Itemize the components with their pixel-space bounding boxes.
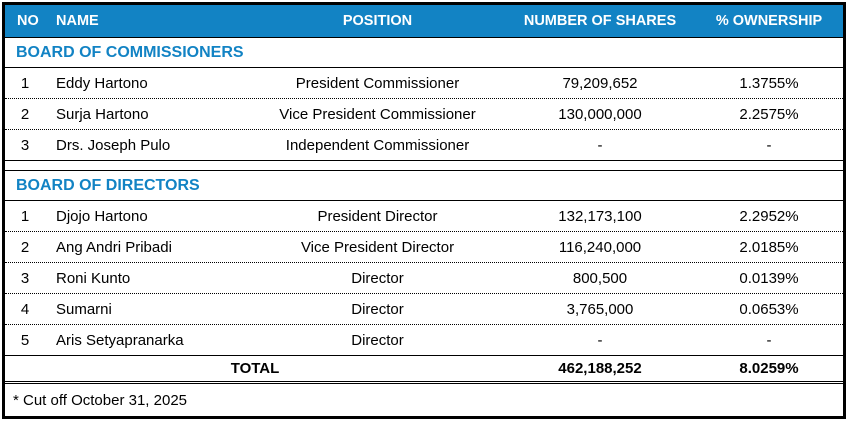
cell-no: 1: [20, 75, 30, 91]
table-header-row: NO NAME POSITION NUMBER OF SHARES % OWNE…: [5, 5, 843, 38]
cell-ownership: 1.3755%: [739, 75, 799, 91]
col-header-name: NAME: [56, 13, 99, 29]
cell-no: 3: [20, 270, 30, 286]
section-title: BOARD OF COMMISSIONERS: [16, 44, 244, 61]
cell-name: Djojo Hartono: [56, 208, 148, 224]
cell-name: Aris Setyapranarka: [56, 332, 184, 348]
total-label: TOTAL: [230, 361, 280, 376]
footnote-row: * Cut off October 31, 2025: [5, 384, 843, 417]
table-row: 2 Surja Hartono Vice President Commissio…: [5, 99, 843, 130]
cell-position: President Commissioner: [295, 75, 460, 91]
cell-name: Ang Andri Pribadi: [56, 239, 172, 255]
cell-shares: 3,765,000: [566, 301, 634, 317]
cell-no: 2: [20, 106, 30, 122]
cell-position: Independent Commissioner: [285, 137, 470, 153]
col-header-position: POSITION: [342, 13, 413, 29]
cell-shares: 130,000,000: [558, 106, 642, 122]
cell-shares: 116,240,000: [558, 239, 642, 255]
cell-ownership: -: [766, 137, 772, 153]
table-row: 3 Drs. Joseph Pulo Independent Commissio…: [5, 130, 843, 161]
table-row: 1 Eddy Hartono President Commissioner 79…: [5, 68, 843, 99]
cell-name: Surja Hartono: [56, 106, 149, 122]
cell-position: Director: [351, 301, 404, 317]
cell-name: Drs. Joseph Pulo: [56, 137, 171, 153]
section-header-commissioners: BOARD OF COMMISSIONERS: [5, 38, 843, 68]
total-row: TOTAL 462,188,252 8.0259%: [5, 356, 843, 384]
total-shares: 462,188,252: [558, 361, 642, 376]
cell-ownership: 2.2952%: [739, 208, 799, 224]
table-row: 4 Sumarni Director 3,765,000 0.0653%: [5, 294, 843, 325]
cell-shares: -: [597, 332, 603, 348]
cell-position: Vice President Commissioner: [279, 106, 476, 122]
col-header-ownership: % OWNERSHIP: [715, 13, 823, 29]
cell-ownership: 0.0653%: [739, 301, 799, 317]
cell-shares: 800,500: [572, 270, 628, 286]
cell-no: 2: [20, 239, 30, 255]
cell-ownership: 0.0139%: [739, 270, 799, 286]
cell-ownership: 2.2575%: [739, 106, 799, 122]
cell-no: 5: [20, 332, 30, 348]
cell-shares: 132,173,100: [558, 208, 642, 224]
section-spacer: [5, 161, 843, 171]
cell-no: 3: [20, 137, 30, 153]
section-title: BOARD OF DIRECTORS: [16, 177, 200, 194]
cell-ownership: 2.0185%: [739, 239, 799, 255]
table-row: 1 Djojo Hartono President Director 132,1…: [5, 201, 843, 232]
total-ownership: 8.0259%: [739, 361, 799, 376]
cell-shares: 79,209,652: [562, 75, 638, 91]
table-row: 3 Roni Kunto Director 800,500 0.0139%: [5, 263, 843, 294]
section-header-directors: BOARD OF DIRECTORS: [5, 171, 843, 201]
cell-position: Director: [351, 270, 404, 286]
table-row: 5 Aris Setyapranarka Director - -: [5, 325, 843, 356]
cell-position: Director: [351, 332, 404, 348]
cell-name: Sumarni: [56, 301, 112, 317]
cell-position: Vice President Director: [300, 239, 455, 255]
col-header-shares: NUMBER OF SHARES: [523, 13, 677, 29]
footnote-text: * Cut off October 31, 2025: [13, 393, 188, 408]
cell-name: Roni Kunto: [56, 270, 131, 286]
table-row: 2 Ang Andri Pribadi Vice President Direc…: [5, 232, 843, 263]
cell-no: 1: [20, 208, 30, 224]
cell-ownership: -: [766, 332, 772, 348]
cell-shares: -: [597, 137, 603, 153]
cell-name: Eddy Hartono: [56, 75, 148, 91]
col-header-no: NO: [17, 13, 39, 29]
cell-no: 4: [20, 301, 30, 317]
cell-position: President Director: [317, 208, 438, 224]
